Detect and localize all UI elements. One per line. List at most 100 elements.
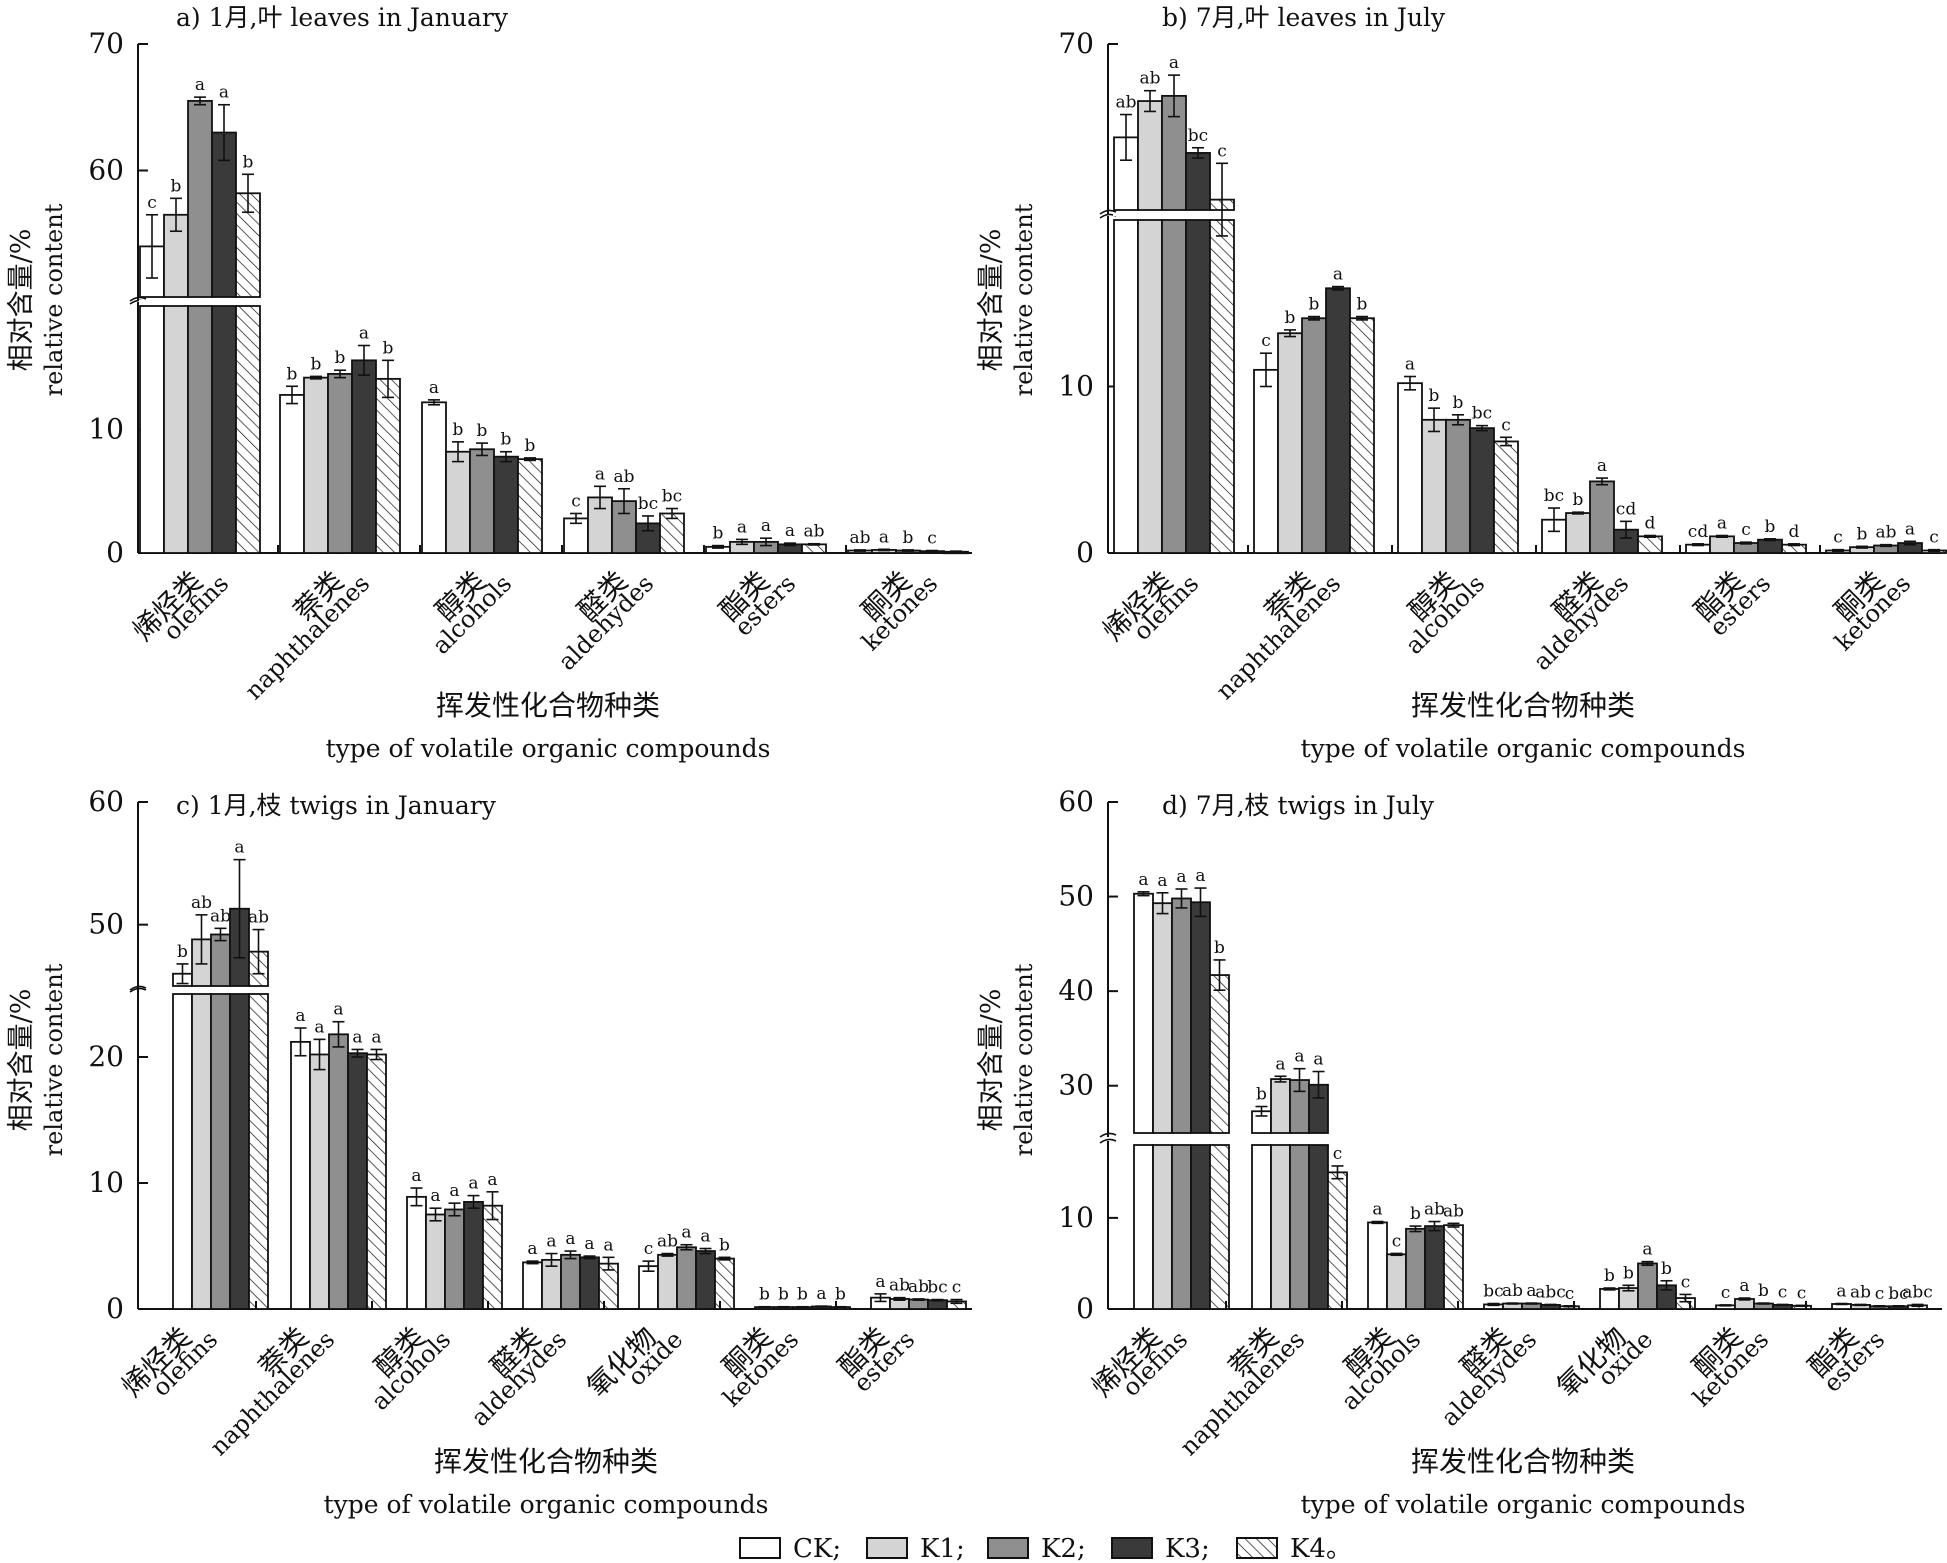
bar-break-gap xyxy=(229,988,250,992)
legend-item-k4: K4。 xyxy=(1236,1534,1352,1563)
bar-rect xyxy=(1386,1253,1407,1310)
bar-k4: c xyxy=(1675,1272,1696,1310)
significance-letter: b xyxy=(501,430,512,450)
significance-letter: a xyxy=(195,75,205,95)
significance-letter: b xyxy=(778,1285,789,1305)
legend-swatch-k2 xyxy=(987,1537,1029,1559)
bar-break-gap xyxy=(1137,214,1163,216)
legend: CK; K1; K2; K3; K4。 xyxy=(739,1534,1352,1563)
y-tick-label: 10 xyxy=(88,413,124,446)
significance-letter: c xyxy=(927,529,937,549)
y-axis-label-en: relative content xyxy=(1010,963,1038,1156)
y-tick-label: 0 xyxy=(1076,536,1094,569)
bar-k3: c xyxy=(919,529,945,554)
bar-rect xyxy=(1397,382,1423,554)
significance-letter: bc xyxy=(662,487,682,507)
x-axis-label-en: type of volatile organic compounds xyxy=(324,1490,769,1519)
axis-break-mark xyxy=(1099,209,1117,215)
bar-ck: a xyxy=(870,1272,891,1310)
significance-letter: abc xyxy=(1535,1282,1566,1302)
significance-letter: ab xyxy=(1424,1200,1445,1220)
significance-letter: b xyxy=(1410,1204,1421,1224)
bar-ck: a xyxy=(1831,1282,1852,1310)
bar-k2: a xyxy=(1521,1281,1542,1310)
bar-rect xyxy=(1301,317,1327,554)
bar-k2: a xyxy=(1161,53,1187,554)
significance-letter: c xyxy=(952,1278,962,1298)
bar-segment-lower xyxy=(1161,219,1187,554)
bar-rect xyxy=(638,1265,659,1310)
bar-k4: a xyxy=(482,1170,503,1310)
bar-k3: b xyxy=(1757,517,1783,554)
significance-letter: b xyxy=(835,1285,846,1305)
bar-k4: b xyxy=(375,338,401,554)
x-axis-label-cn: 挥发性化合物种类 xyxy=(1411,689,1635,722)
significance-letter: abc xyxy=(1902,1282,1933,1302)
bar-rect xyxy=(522,1261,543,1310)
bar-k3: abc xyxy=(1535,1282,1566,1310)
significance-letter: a xyxy=(1294,1047,1304,1067)
bar-segment-lower xyxy=(1209,219,1235,554)
significance-letter: bc xyxy=(1483,1282,1503,1302)
bar-k2: b xyxy=(792,1285,813,1310)
chart-panel-b: b) 7月,叶 leaves in July 相对含量/% relative c… xyxy=(976,3,1947,763)
significance-letter: b xyxy=(453,420,464,440)
significance-letter: b xyxy=(335,348,346,368)
y-tick-label: 10 xyxy=(1058,370,1094,403)
bar-k1: a xyxy=(1152,871,1173,1310)
bar-rect xyxy=(469,448,495,554)
bar-k4: b xyxy=(1349,295,1375,554)
bar-segment-lower xyxy=(1113,219,1139,554)
bar-segment-lower xyxy=(235,305,261,554)
bar-rect xyxy=(421,401,447,554)
bar-rect xyxy=(445,450,471,554)
bar-segment-lower xyxy=(139,305,165,554)
bar-ck: bc xyxy=(1541,486,1567,554)
bar-break-gap xyxy=(210,988,231,992)
bar-rect xyxy=(517,458,543,554)
bar-segment-lower xyxy=(211,305,237,554)
significance-letter: a xyxy=(430,1186,440,1206)
bar-segment-lower xyxy=(1190,1144,1211,1310)
significance-letter: a xyxy=(359,324,369,344)
bar-k1: c xyxy=(1386,1231,1407,1310)
bar-k4: b xyxy=(830,1285,851,1310)
bar-k2: a xyxy=(753,516,779,554)
bar-k1: a xyxy=(425,1186,446,1310)
significance-letter: ab xyxy=(1443,1201,1464,1221)
x-axis-label-cn: 挥发性化合物种类 xyxy=(436,689,660,722)
bar-rect xyxy=(303,376,329,554)
significance-letter: a xyxy=(468,1174,478,1194)
bar-ck: c xyxy=(563,491,589,554)
significance-letter: c xyxy=(1501,415,1511,435)
bar-rect xyxy=(327,373,353,554)
significance-letter: b xyxy=(1573,490,1584,510)
significance-letter: b xyxy=(1453,393,1464,413)
bar-k4: a xyxy=(598,1235,619,1310)
bar-k3: a xyxy=(1325,265,1351,554)
bar-break-gap xyxy=(1113,214,1139,216)
significance-letter: ab xyxy=(613,467,634,487)
bar-break-gap xyxy=(1161,214,1187,216)
y-tick-label: 50 xyxy=(1058,880,1094,913)
significance-letter: a xyxy=(295,1006,305,1026)
significance-letter: c xyxy=(1721,1283,1731,1303)
bar-k3: bc xyxy=(635,494,661,554)
legend-swatch-k3 xyxy=(1111,1537,1153,1559)
significance-letter: b xyxy=(1357,295,1368,315)
bar-break-gap xyxy=(172,988,193,992)
bar-k2: a xyxy=(1589,456,1615,554)
bar-k2: b xyxy=(1753,1281,1774,1310)
bar-segment-lower xyxy=(1308,1144,1329,1310)
bar-k2: ab xyxy=(908,1277,929,1310)
bar-break-gap xyxy=(139,300,165,303)
bar-segment-upper xyxy=(1137,100,1163,211)
legend-item-ck: CK; xyxy=(739,1534,841,1563)
bar-rect xyxy=(1565,512,1591,554)
bar-segment-lower xyxy=(1209,1144,1230,1310)
significance-letter: a xyxy=(1372,1200,1382,1220)
significance-letter: c xyxy=(1261,331,1271,351)
significance-letter: b xyxy=(797,1285,808,1305)
